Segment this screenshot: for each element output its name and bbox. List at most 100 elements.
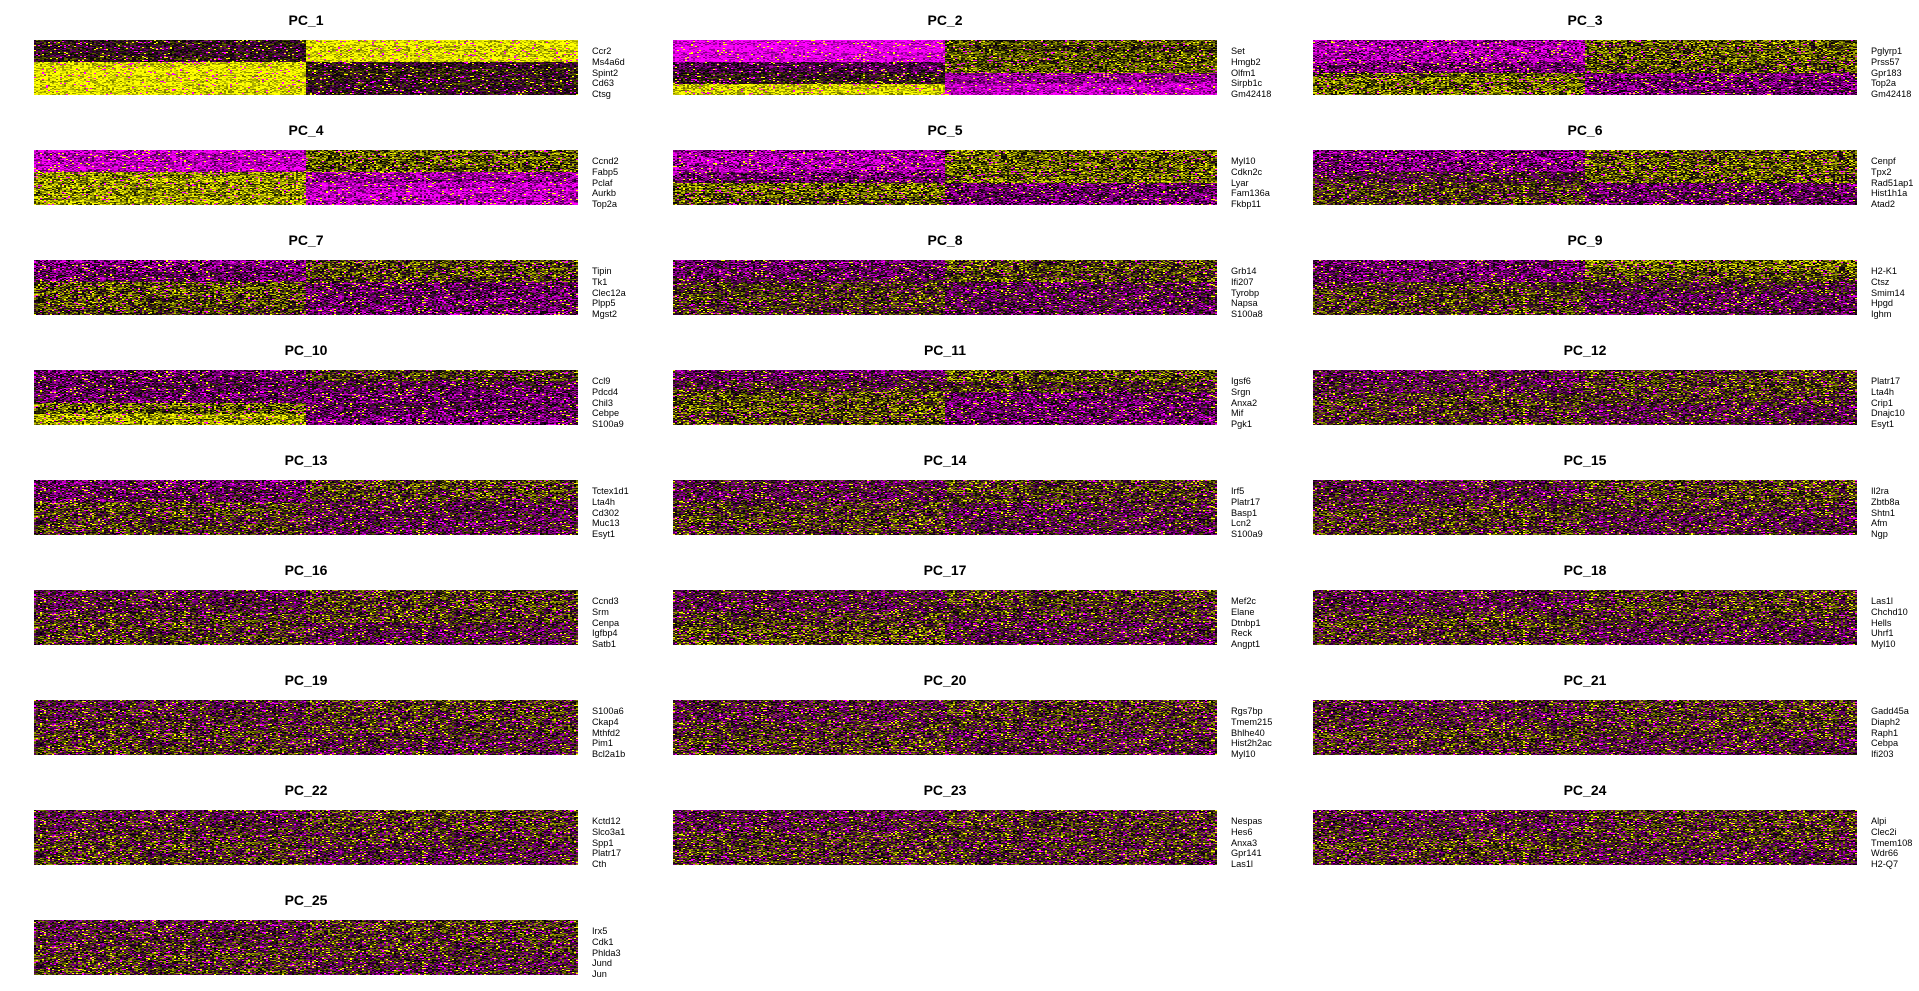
gene-label: Tmem215 (1231, 716, 1273, 727)
gene-label: Lta4h (1871, 386, 1894, 397)
gene-labels: Ccl9 Pdcd4 Chil3 Cebpe S100a9 (592, 376, 624, 430)
panel-title: PC_18 (1563, 562, 1607, 578)
gene-label: Diaph2 (1871, 716, 1901, 727)
gene-labels: Rgs7bp Tmem215 Bhlhe40 Hist2h2ac Myl10 (1231, 706, 1272, 760)
panel-title: PC_1 (288, 12, 324, 28)
gene-label: Pglyrp1 (1871, 46, 1903, 56)
panel-title: PC_13 (284, 452, 328, 468)
gene-label: Mef2c (1231, 596, 1257, 606)
gene-labels: S100a6 Ckap4 Mthfd2 Pim1 Bcl2a1b (592, 706, 625, 760)
panel-title: PC_10 (284, 342, 328, 358)
gene-labels: Ccnd3 Srm Cenpa Igfbp4 Satb1 (592, 596, 619, 650)
gene-label: Cdkn2c (1231, 166, 1263, 177)
gene-label: Dtnbp1 (1231, 617, 1261, 628)
panel-title: PC_7 (288, 232, 324, 248)
gene-label: Ccnd3 (592, 596, 619, 606)
gene-label: S100a9 (1231, 529, 1263, 540)
gene-label: S100a9 (592, 419, 624, 430)
gene-label: Zbtb8a (1871, 496, 1900, 507)
gene-label: Prss57 (1871, 56, 1900, 67)
gene-labels: Igsf6 Srgn Anxa2 Mif Pgk1 (1231, 376, 1257, 430)
gene-label: Elane (1231, 606, 1255, 617)
heatmap-canvas (34, 700, 578, 755)
pc-heatmap-panel: PC_10 Ccl9 Pdcd4 Chil3 Cebpe S100a9 (34, 330, 674, 440)
gene-labels: Alpi Clec2i Tmem108 Wdr66 H2-Q7 (1871, 816, 1912, 870)
gene-label: Mthfd2 (592, 727, 621, 738)
pc-heatmap-panel: PC_25 Irx5 Cdk1 Phlda3 Jund Jun (34, 880, 674, 990)
pc-heatmap-panel: PC_6 Cenpf Tpx2 Rad51ap1 Hist1h1a Atad2 (1313, 110, 1919, 220)
gene-label: Shtn1 (1871, 507, 1896, 518)
gene-labels: Kctd12 Slco3a1 Spp1 Platr17 Cth (592, 816, 625, 870)
gene-label: Kctd12 (592, 816, 621, 826)
gene-labels: Ccr2 Ms4a6d Spint2 Cd63 Ctsg (592, 46, 625, 100)
gene-label: Igfbp4 (592, 628, 618, 639)
gene-label: Bhlhe40 (1231, 727, 1265, 738)
gene-label: Tipin (592, 266, 612, 276)
gene-label: Platr17 (1231, 496, 1261, 507)
pc-heatmap-panel: PC_3 Pglyrp1 Prss57 Gpr183 Top2a Gm42418 (1313, 0, 1919, 110)
panel-title: PC_14 (923, 452, 967, 468)
gene-labels: Las1l Chchd10 Hells Uhrf1 Myl10 (1871, 596, 1908, 650)
gene-label: Afm (1871, 518, 1888, 529)
gene-label: Hes6 (1231, 826, 1253, 837)
pc-heatmap-panel: PC_1 Ccr2 Ms4a6d Spint2 Cd63 Ctsg (34, 0, 674, 110)
gene-label: Fam136a (1231, 188, 1270, 199)
gene-label: Cdk1 (592, 936, 614, 947)
heatmap-canvas (1313, 40, 1857, 95)
gene-label: Crip1 (1871, 397, 1893, 408)
pc-heatmap-panel: PC_2 Set Hmgb2 Olfm1 Sirpb1c Gm42418 (673, 0, 1313, 110)
gene-label: Satb1 (592, 639, 617, 650)
panel-title: PC_2 (927, 12, 963, 28)
gene-label: Cebpa (1871, 738, 1899, 749)
gene-label: H2-Q7 (1871, 859, 1899, 870)
heatmap-canvas (673, 700, 1217, 755)
panel-title: PC_9 (1567, 232, 1603, 248)
panel-title: PC_8 (927, 232, 963, 248)
heatmap-canvas (1313, 700, 1857, 755)
gene-label: S100a8 (1231, 309, 1263, 320)
gene-label: Spint2 (592, 67, 619, 78)
gene-label: Fkbp11 (1231, 199, 1261, 210)
pc-heatmap-panel: PC_14 Irf5 Platr17 Basp1 Lcn2 S100a9 (673, 440, 1313, 550)
gene-label: Aurkb (592, 188, 617, 199)
heatmap-canvas (34, 40, 578, 95)
pc-heatmap-panel: PC_17 Mef2c Elane Dtnbp1 Reck Angpt1 (673, 550, 1313, 660)
gene-label: Fabp5 (592, 166, 619, 177)
gene-labels: Nespas Hes6 Anxa3 Gpr141 Las1l (1231, 816, 1262, 870)
gene-label: S100a6 (592, 706, 624, 716)
gene-label: Ccnd2 (592, 156, 619, 166)
gene-label: Ckap4 (592, 716, 619, 727)
gene-label: Atad2 (1871, 199, 1896, 210)
gene-label: Cd63 (592, 78, 614, 89)
gene-label: Ctsg (592, 89, 611, 100)
gene-label: Slco3a1 (592, 826, 626, 837)
gene-label: H2-K1 (1871, 266, 1898, 276)
pc-heatmap-panel: PC_13 Tctex1d1 Lta4h Cd302 Muc13 Esyt1 (34, 440, 674, 550)
gene-label: Rgs7bp (1231, 706, 1263, 716)
gene-label: Lyar (1231, 177, 1249, 188)
gene-label: Muc13 (592, 518, 620, 529)
gene-label: Nespas (1231, 816, 1263, 826)
gene-label: Alpi (1871, 816, 1887, 826)
gene-label: Basp1 (1231, 507, 1258, 518)
panel-title: PC_11 (923, 342, 967, 358)
gene-labels: Myl10 Cdkn2c Lyar Fam136a Fkbp11 (1231, 156, 1270, 210)
panel-title: PC_24 (1563, 782, 1607, 798)
heatmap-canvas (673, 260, 1217, 315)
pc-heatmap-panel: PC_19 S100a6 Ckap4 Mthfd2 Pim1 Bcl2a1b (34, 660, 674, 770)
heatmap-canvas (1313, 480, 1857, 535)
gene-label: Tctex1d1 (592, 486, 629, 496)
gene-label: Mif (1231, 408, 1244, 419)
pc-heatmap-panel: PC_12 Platr17 Lta4h Crip1 Dnajc10 Esyt1 (1313, 330, 1919, 440)
heatmap-canvas (673, 150, 1217, 205)
gene-label: Uhrf1 (1871, 628, 1894, 639)
gene-label: Olfm1 (1231, 67, 1256, 78)
panel-title: PC_16 (284, 562, 328, 578)
gene-label: Tmem108 (1871, 837, 1913, 848)
gene-label: Ccr2 (592, 46, 612, 56)
heatmap-canvas (34, 370, 578, 425)
heatmap-canvas (34, 480, 578, 535)
gene-label: Clec2i (1871, 826, 1897, 837)
gene-label: Tk1 (592, 276, 608, 287)
gene-label: Cth (592, 859, 607, 870)
